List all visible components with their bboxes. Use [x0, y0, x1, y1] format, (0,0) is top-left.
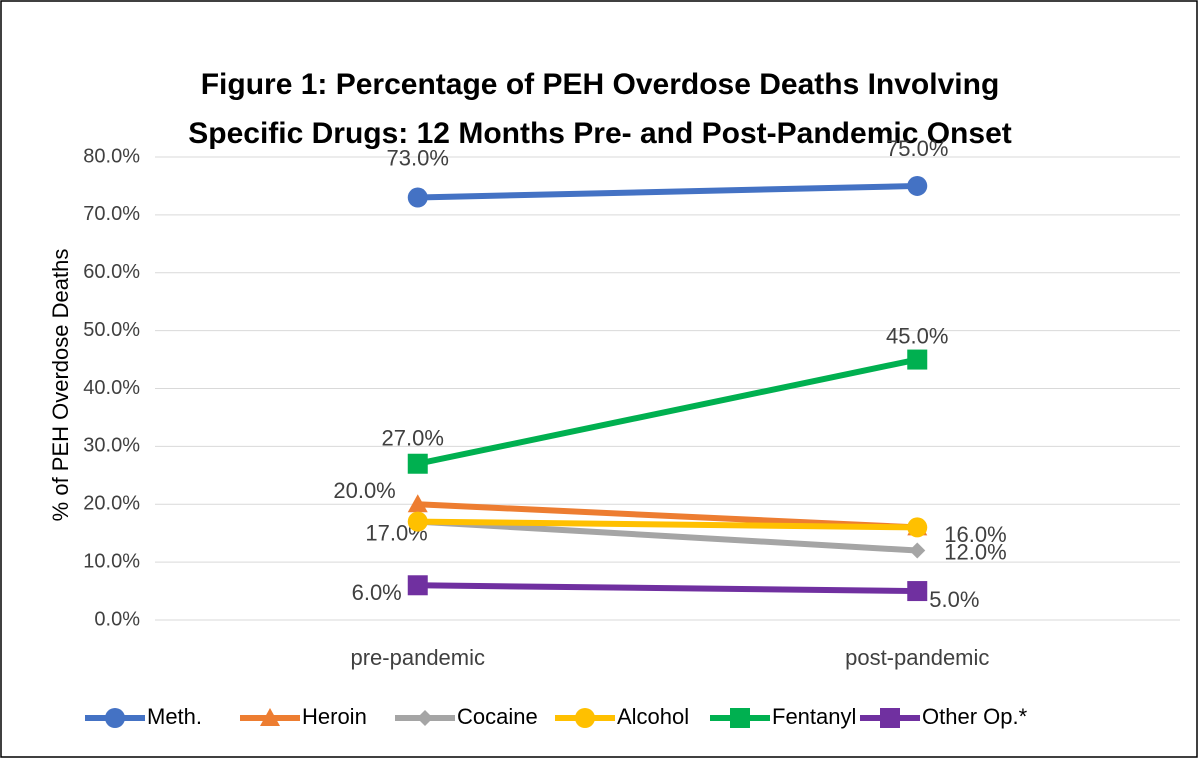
- series-line: [417, 518, 918, 531]
- marker: [407, 575, 428, 596]
- legend-label: Alcohol: [617, 704, 689, 729]
- marker: [407, 187, 428, 208]
- data-label: 20.0%: [333, 478, 395, 503]
- y-tick-label: 10.0%: [83, 550, 140, 572]
- legend-marker: [575, 708, 595, 728]
- data-label: 12.0%: [944, 539, 1006, 564]
- data-label: 27.0%: [382, 426, 444, 451]
- legend-marker: [105, 708, 125, 728]
- marker: [907, 175, 928, 196]
- y-tick-label: 70.0%: [83, 203, 140, 225]
- marker: [907, 517, 928, 538]
- x-tick-label: post-pandemic: [845, 645, 989, 670]
- marker: [407, 453, 428, 474]
- legend-label: Meth.: [147, 704, 202, 729]
- chart-title: Figure 1: Percentage of PEH Overdose Dea…: [201, 68, 1000, 101]
- legend-marker: [730, 708, 750, 728]
- marker: [907, 581, 928, 602]
- data-label: 16.0%: [944, 522, 1006, 547]
- series-line: [417, 518, 918, 554]
- series-line: [417, 582, 918, 595]
- legend-label: Other Op.*: [922, 704, 1028, 729]
- legend-label: Heroin: [302, 704, 367, 729]
- marker: [407, 511, 428, 532]
- marker: [907, 349, 928, 370]
- series-line: [417, 182, 918, 201]
- data-label: 75.0%: [886, 136, 948, 161]
- x-tick-label: pre-pandemic: [350, 645, 485, 670]
- marker: [909, 542, 926, 559]
- y-tick-label: 60.0%: [83, 261, 140, 283]
- y-tick-label: 30.0%: [83, 435, 140, 457]
- data-label: 73.0%: [387, 145, 449, 170]
- chart-title: Specific Drugs: 12 Months Pre- and Post-…: [188, 117, 1012, 150]
- y-tick-label: 80.0%: [83, 145, 140, 167]
- y-tick-label: 40.0%: [83, 377, 140, 399]
- legend-marker: [880, 708, 900, 728]
- y-axis-label: % of PEH Overdose Deaths: [48, 249, 73, 522]
- legend-label: Fentanyl: [772, 704, 856, 729]
- data-label: 5.0%: [929, 587, 979, 612]
- data-label: 6.0%: [352, 580, 402, 605]
- marker: [407, 494, 428, 513]
- data-label: 45.0%: [886, 323, 948, 348]
- legend-label: Cocaine: [457, 704, 538, 729]
- series-line: [417, 356, 918, 467]
- y-tick-label: 50.0%: [83, 319, 140, 341]
- y-tick-label: 20.0%: [83, 493, 140, 515]
- y-tick-label: 0.0%: [94, 608, 140, 630]
- legend-marker: [260, 708, 280, 726]
- legend-marker: [417, 710, 433, 726]
